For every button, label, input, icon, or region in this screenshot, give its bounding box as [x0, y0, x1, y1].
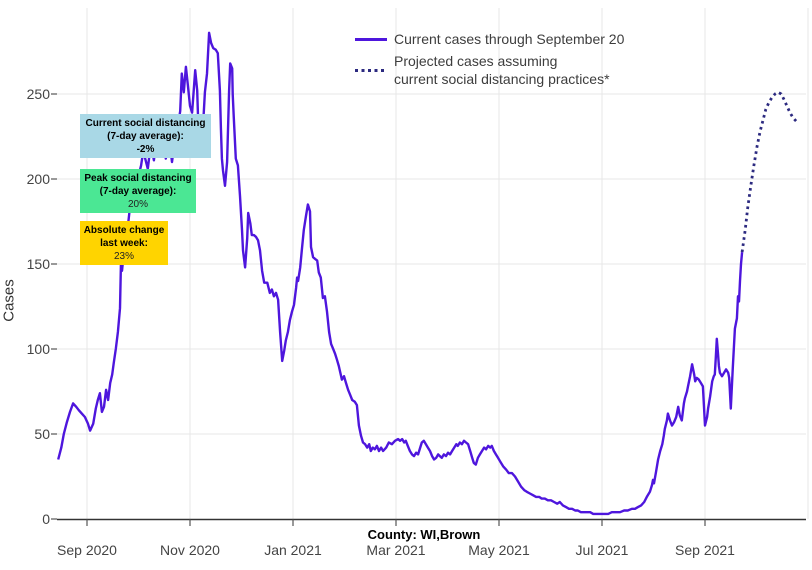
y-tick-label: 250 — [26, 86, 50, 102]
annotation-subtitle: (7-day average): — [107, 130, 184, 142]
annotation-absolute-change: Absolute change last week: 23% — [80, 221, 168, 265]
x-tick-label: Mar 2021 — [366, 542, 426, 558]
annotation-current-social-distancing: Current social distancing (7-day average… — [80, 114, 211, 158]
x-tick-label: May 2021 — [468, 542, 530, 558]
y-tick-label: 200 — [26, 171, 50, 187]
annotation-value: 20% — [127, 198, 148, 210]
annotation-subtitle: last week: — [100, 237, 148, 249]
legend-entry-projected: Projected cases assuming current social … — [355, 50, 624, 90]
legend-current-label: Current cases through September 20 — [394, 31, 625, 47]
y-tick-label: 150 — [26, 256, 50, 272]
y-axis-title: Cases — [0, 279, 18, 322]
legend-projected-label: Projected cases assuming current social … — [394, 53, 610, 87]
x-tick-label: Sep 2021 — [675, 542, 735, 558]
annotation-title: Absolute change — [83, 224, 165, 236]
projected-cases-line — [740, 90, 798, 253]
legend: Current cases through September 20 Proje… — [355, 28, 624, 90]
y-tick-label: 50 — [34, 426, 50, 442]
annotation-value: 23% — [113, 250, 134, 262]
y-tick-label: 100 — [26, 341, 50, 357]
x-tick-label: Jul 2021 — [575, 542, 629, 558]
y-tick-label: 0 — [42, 511, 50, 527]
x-tick-label: Sep 2020 — [57, 542, 117, 558]
legend-dotted-line-swatch — [355, 68, 387, 72]
x-axis-county-label: County: WI,Brown — [367, 527, 481, 542]
x-tick-label: Jan 2021 — [264, 542, 322, 558]
annotation-title: Peak social distancing — [84, 172, 192, 184]
annotation-subtitle: (7-day average): — [99, 185, 177, 197]
legend-entry-current: Current cases through September 20 — [355, 28, 624, 50]
current-cases-line — [57, 31, 744, 516]
x-tick-label: Nov 2020 — [160, 542, 220, 558]
annotation-peak-social-distancing: Peak social distancing (7-day average): … — [80, 169, 196, 213]
annotation-title: Current social distancing — [85, 117, 206, 129]
annotation-value: -2% — [136, 143, 155, 155]
legend-solid-line-swatch — [355, 37, 387, 41]
